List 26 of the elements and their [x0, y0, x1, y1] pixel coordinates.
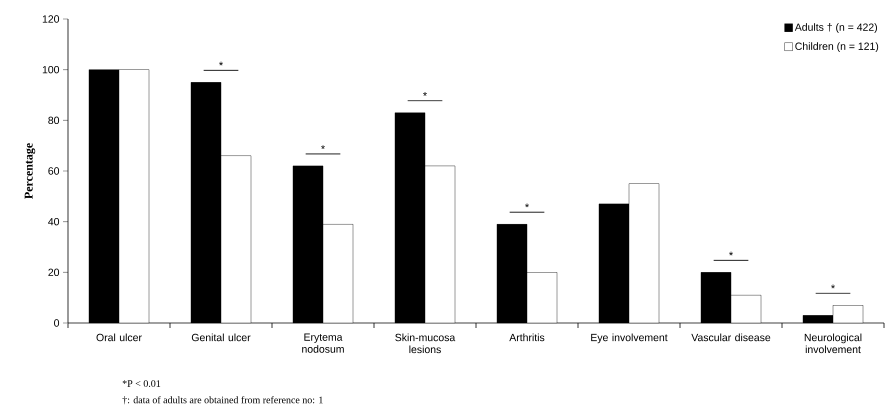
x-tick-label: Genital ulcer	[192, 334, 250, 342]
legend-label: Children (n = 121)	[795, 42, 878, 52]
annotation: *	[219, 62, 223, 66]
y-axis-title: Percentage	[24, 143, 36, 199]
y-tick-label: 120	[42, 15, 60, 23]
x-tick-label: Neurological involvement	[804, 334, 862, 354]
x-tick-label: Skin-mucosa lesions	[395, 334, 456, 354]
y-tick-label: 0	[54, 319, 60, 327]
annotation: *	[525, 203, 529, 208]
y-tick-label: 60	[48, 167, 60, 175]
annotation: *	[831, 284, 835, 288]
y-tick-label: 40	[48, 218, 60, 226]
x-tick-label: Eye involvement	[591, 334, 668, 344]
legend-label: Adults † (n = 422)	[794, 23, 877, 33]
text: †: data of adults are obtained from reference no: 1	[122, 396, 323, 404]
y-tick-label: 100	[42, 66, 60, 74]
y-tick-label: 80	[48, 116, 60, 124]
annotation: *	[423, 92, 427, 96]
x-tick-label: Oral ulcer	[96, 334, 142, 342]
text: *P < 0.01	[122, 380, 160, 387]
x-tick-label: Arthritis	[509, 334, 544, 342]
annotation: *	[729, 252, 733, 256]
x-tick-label: Vascular disease	[691, 334, 770, 342]
y-tick-label: 20	[48, 268, 60, 276]
x-tick-label: Erytema nodosum	[302, 334, 344, 353]
annotation: *	[321, 145, 325, 150]
